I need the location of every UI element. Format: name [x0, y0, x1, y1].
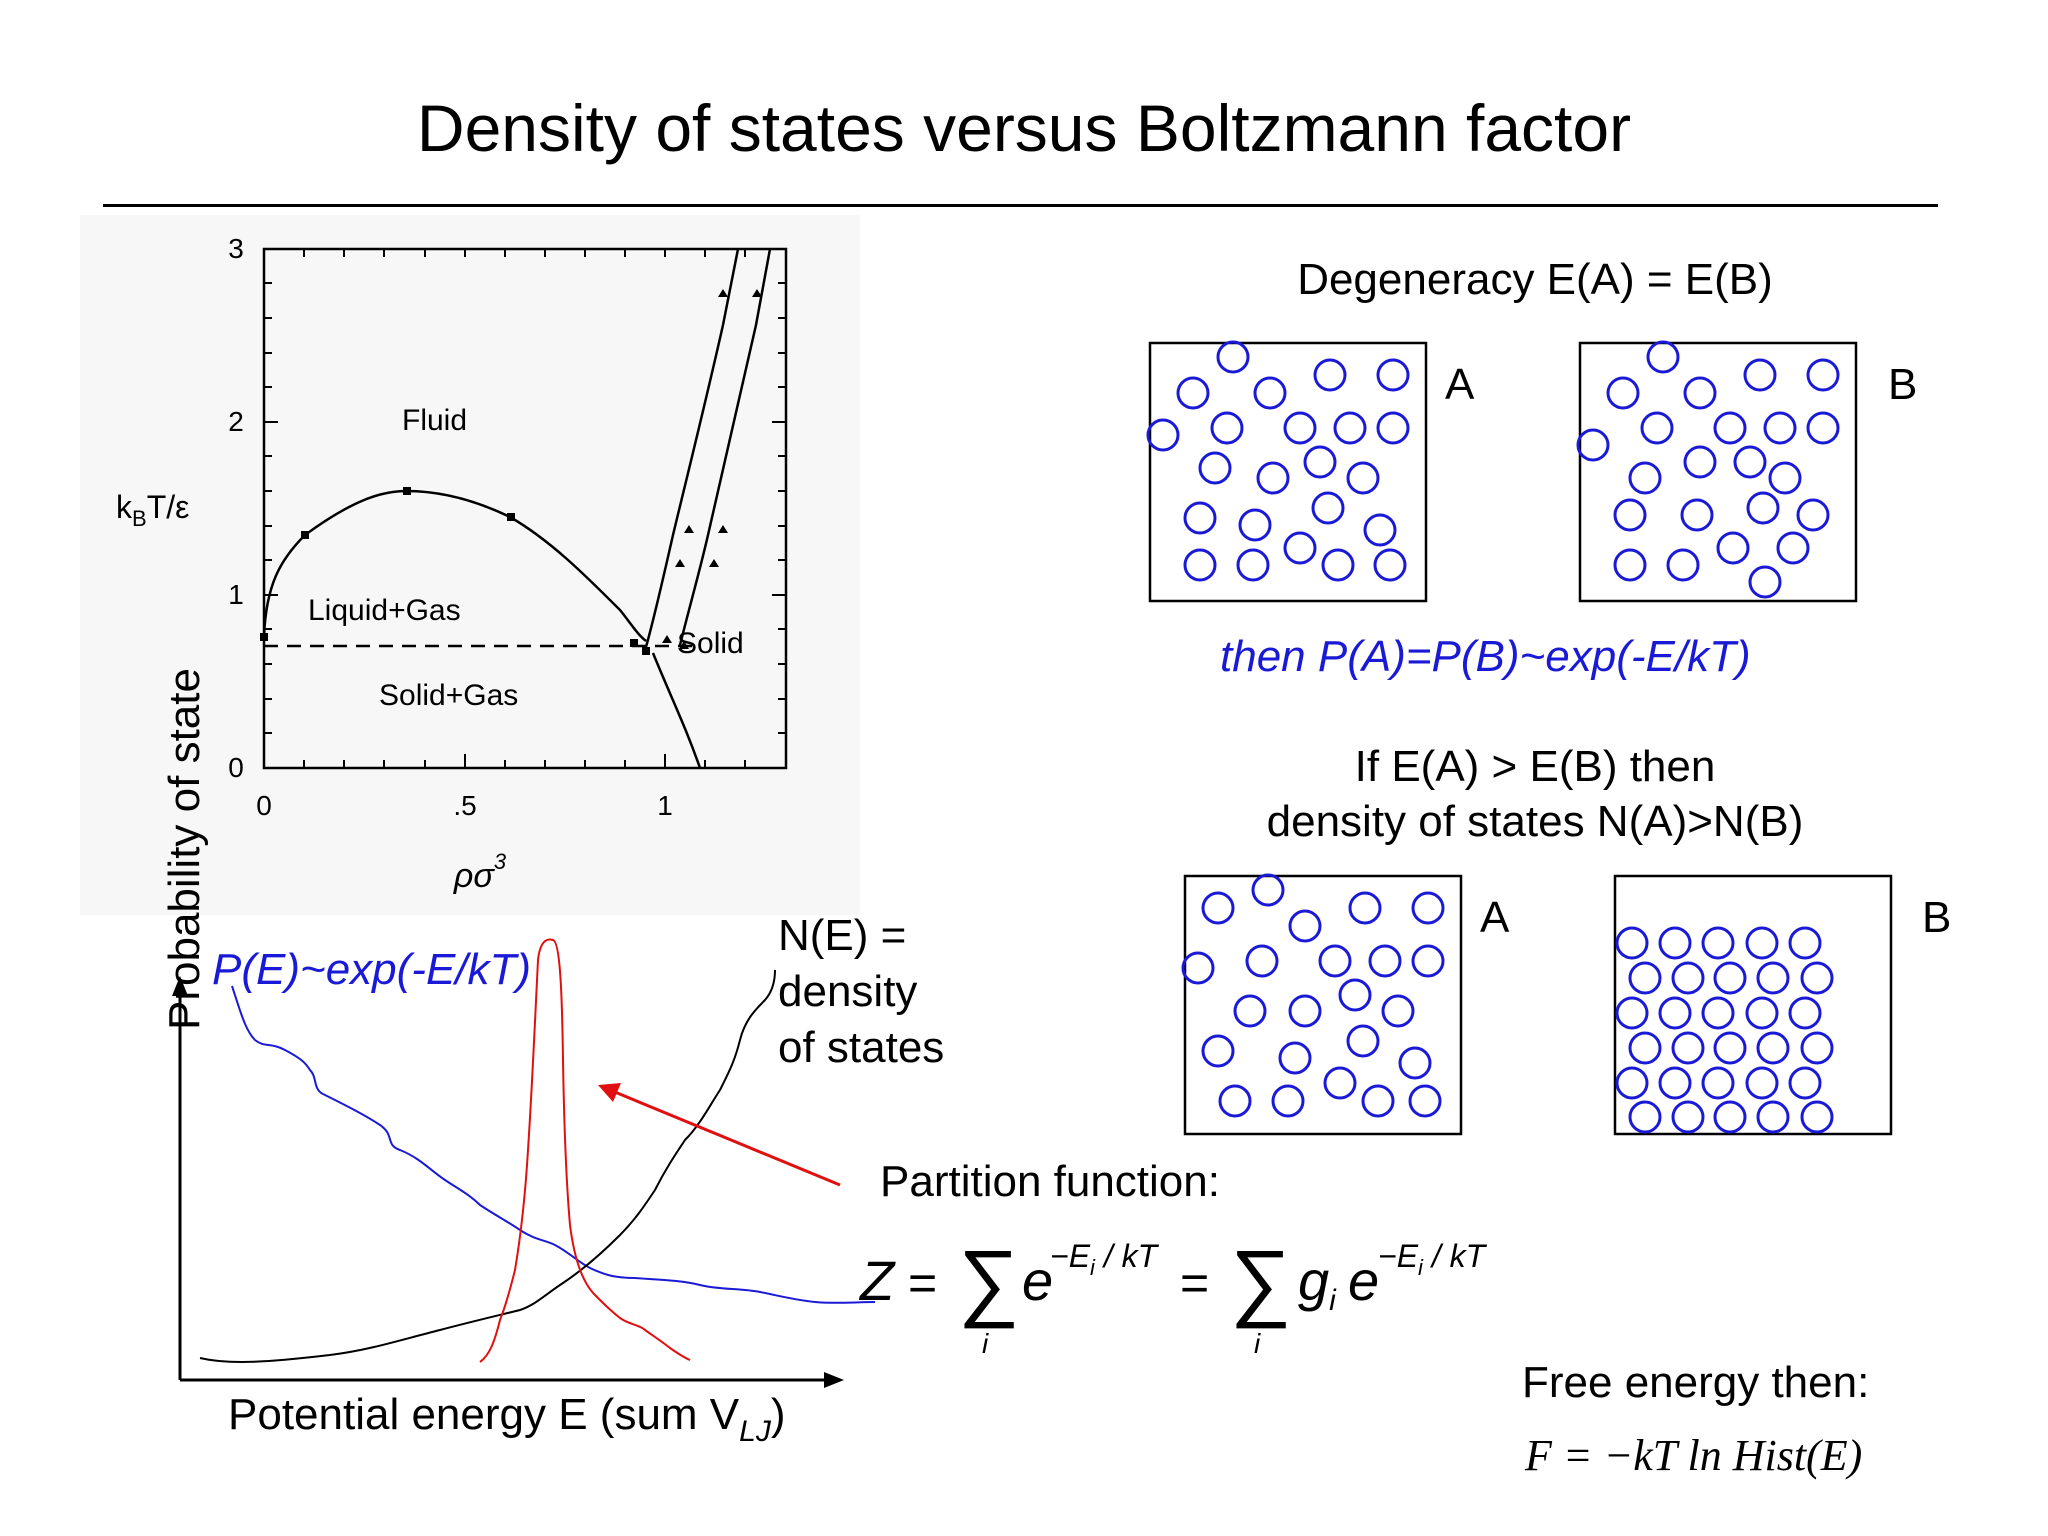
degeneracy-box-b [1576, 340, 1858, 603]
y-tick-3: 3 [228, 233, 244, 264]
formula-exponent-2: −Ei / kT [1378, 1238, 1488, 1280]
energy-axis-label: Potential energy E (sum VLJ) [228, 1390, 786, 1448]
density-label-a: A [1480, 893, 1510, 942]
region-fluid: Fluid [402, 404, 467, 437]
degeneracy-box-a [1146, 340, 1428, 603]
tick-labels: 0 1 2 3 0 .5 1 [228, 233, 673, 821]
dos-curve [199, 969, 776, 1363]
formula-exp-base-1: e [1022, 1249, 1053, 1312]
plot-frame [262, 247, 788, 770]
dos-label-line1: N(E) = [778, 911, 907, 960]
region-solid-gas: Solid+Gas [379, 679, 518, 712]
boltzmann-curve [231, 985, 876, 1304]
formula-sum-1: ∑ [958, 1233, 1019, 1329]
degeneracy-label-a: A [1445, 360, 1475, 409]
formula-exponent-1: −Ei / kT [1050, 1238, 1160, 1280]
pointer-arrow-head [598, 1083, 621, 1102]
partition-heading: Partition function: [880, 1157, 1220, 1206]
scan-background [80, 215, 860, 915]
melting-line [644, 248, 740, 648]
partition-formula: Z = ∑ i e −Ei / kT = ∑ i gi e −Ei / kT [858, 1233, 1488, 1359]
formula-sum-index-2: i [1254, 1328, 1261, 1359]
slide-title: Density of states versus Boltzmann facto… [416, 91, 1632, 165]
formula-z: Z [858, 1249, 896, 1312]
dos-label-line2: density [778, 967, 918, 1016]
freezing-line [678, 248, 772, 646]
title-rule [103, 204, 1938, 207]
formula-sum-2: ∑ [1230, 1233, 1291, 1329]
x-tick-0: 0 [256, 790, 272, 821]
formula-degeneracy: gi [1298, 1249, 1337, 1317]
y-tick-2: 2 [228, 406, 244, 437]
degeneracy-statement: then P(A)=P(B)~exp(-E/kT) [1220, 632, 1751, 681]
region-solid: Solid [677, 627, 744, 660]
density-heading-line2: density of states N(A)>N(B) [1266, 797, 1804, 846]
y-axis-arrow [172, 976, 188, 996]
region-labels: Fluid Liquid+Gas Solid+Gas Solid [308, 404, 744, 712]
x-axis-arrow [824, 1372, 844, 1388]
free-energy-formula: F = −kT ln Hist(E) [1525, 1431, 1863, 1480]
boltzmann-label: P(E)~exp(-E/kT) [212, 945, 532, 994]
distribution-plot [172, 938, 876, 1388]
x-tick-1: 1 [657, 790, 673, 821]
dos-label: N(E) = density of states [778, 908, 944, 1076]
region-liquid-gas: Liquid+Gas [308, 594, 461, 627]
degeneracy-heading: Degeneracy E(A) = E(B) [1297, 255, 1773, 304]
pointer-arrow-shaft [609, 1088, 841, 1187]
dos-label-line3: of states [778, 1023, 945, 1072]
formula-equals-2: = [1180, 1255, 1209, 1311]
density-label-b: B [1922, 893, 1952, 942]
phase-diagram: 0 1 2 3 0 .5 1 kBT/ε ρσ3 Fluid Liquid+Ga… [80, 215, 860, 915]
degeneracy-label-b: B [1888, 360, 1918, 409]
y-tick-1: 1 [228, 579, 244, 610]
coexistence-curve [262, 489, 647, 642]
density-heading-line1: If E(A) > E(B) then [1354, 742, 1716, 791]
y-axis-label: kBT/ε [116, 489, 189, 531]
free-energy-heading: Free energy then: [1522, 1358, 1870, 1407]
tick-marks [263, 248, 786, 769]
density-box-a [1181, 873, 1463, 1136]
product-peak-curve [479, 938, 691, 1363]
probability-axis-label: Probability of state [160, 668, 209, 1030]
formula-equals-1: = [908, 1255, 937, 1311]
sublimation-line [651, 652, 702, 769]
x-tick-half: .5 [453, 790, 476, 821]
y-tick-0: 0 [228, 752, 244, 783]
data-markers [260, 289, 762, 655]
density-box-b [1613, 874, 1893, 1136]
formula-sum-index-1: i [982, 1328, 989, 1359]
x-axis-label: ρσ3 [453, 849, 507, 895]
formula-exp-base-2: e [1348, 1249, 1379, 1312]
